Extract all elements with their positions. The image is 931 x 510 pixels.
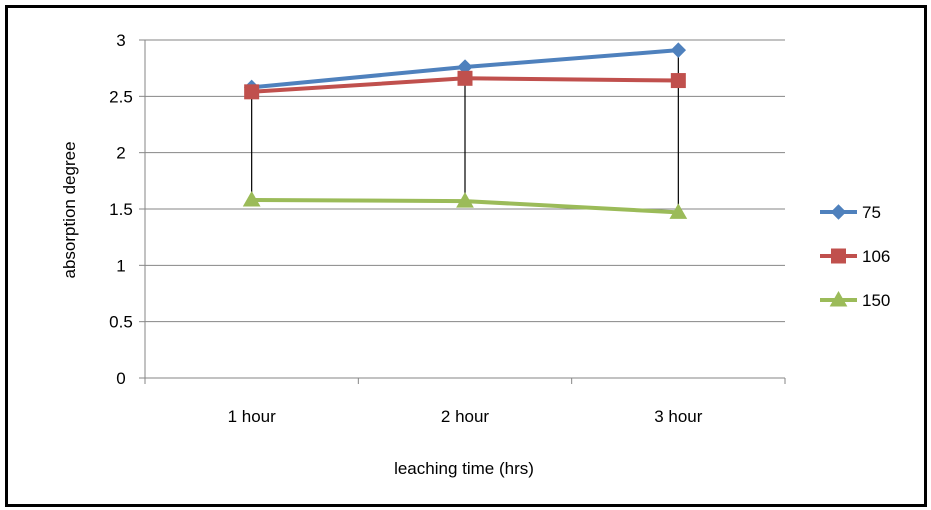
data-point-150 — [456, 192, 474, 208]
data-point-106 — [244, 84, 260, 100]
data-point-106 — [457, 70, 473, 86]
legend-label: 106 — [862, 247, 890, 266]
chart-frame — [5, 5, 927, 507]
legend: 75 106 150 — [820, 203, 890, 310]
legend-label: 75 — [862, 203, 881, 222]
legend-label: 150 — [862, 291, 890, 310]
y-tick-label: 1.5 — [109, 200, 133, 219]
y-tick-label: 2 — [116, 144, 125, 163]
y-tick-label: 0.5 — [109, 313, 133, 332]
axes — [139, 39, 786, 384]
y-tick-label: 2.5 — [109, 87, 133, 106]
y-tick-label: 1 — [116, 256, 125, 275]
legend-marker — [830, 204, 847, 220]
data-point-150 — [669, 203, 688, 219]
y-tick-label: 3 — [116, 31, 125, 50]
data-point-75 — [670, 42, 687, 58]
legend-marker — [831, 248, 846, 264]
x-tick-label: 3 hour — [654, 407, 703, 426]
y-tick-label: 0 — [116, 369, 125, 388]
legend-marker — [829, 290, 848, 307]
x-tick-label: 2 hour — [441, 407, 490, 426]
data-point-150 — [242, 190, 261, 207]
x-tick-labels: 1 hour 2 hour 3 hour — [228, 407, 703, 426]
x-tick-label: 1 hour — [228, 407, 277, 426]
y-axis-title: absorption degree — [60, 141, 79, 278]
x-axis-title: leaching time (hrs) — [394, 459, 534, 478]
y-tick-labels: 0 0.5 1 1.5 2 2.5 3 — [109, 31, 133, 388]
series-markers — [242, 42, 688, 219]
data-point-106 — [670, 73, 686, 89]
